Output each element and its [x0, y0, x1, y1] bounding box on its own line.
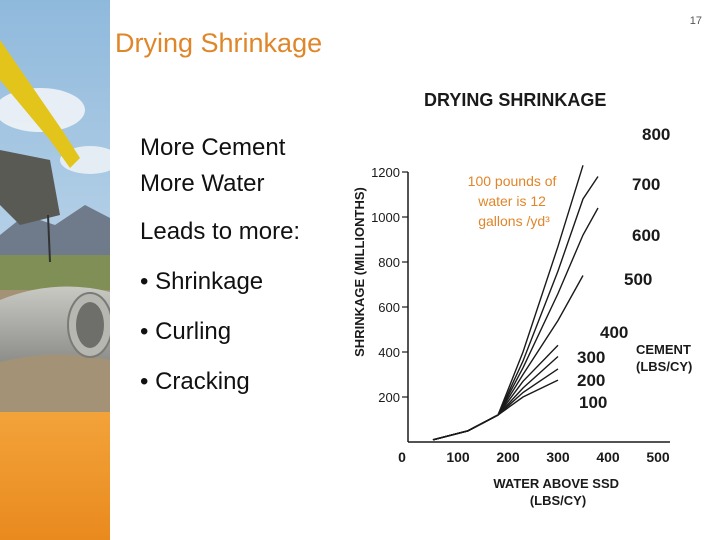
series-label-400: 400 — [600, 323, 628, 342]
bullet-cracking: • Cracking — [140, 368, 250, 395]
x-tick-label-300: 300 — [546, 449, 570, 465]
series-label-800: 800 — [642, 125, 670, 144]
line-leads-to-more: Leads to more: — [140, 218, 301, 245]
excavator-pipe-photo — [0, 0, 110, 412]
slide-title: Drying Shrinkage — [115, 28, 323, 58]
series-line-600 — [432, 207, 599, 441]
annotation-line-1: 100 pounds of — [468, 173, 557, 189]
legend-title-line-1: CEMENT — [636, 342, 691, 357]
x-tick-label-100: 100 — [446, 449, 470, 465]
series-label-300: 300 — [577, 348, 605, 367]
x-tick-label-0: 0 — [398, 449, 406, 465]
legend-title-line-2: (LBS/CY) — [636, 359, 692, 374]
series-label-200: 200 — [577, 371, 605, 390]
y-tick-label-600: 600 — [378, 300, 400, 315]
annotation-text: 100 pounds of water is 12 gallons /yd³ — [468, 173, 561, 229]
series-label-700: 700 — [632, 175, 660, 194]
series-line-100 — [432, 379, 559, 441]
series-line-300 — [432, 355, 559, 441]
y-axis-label: SHRINKAGE (MILLIONTHS) — [352, 187, 367, 357]
orange-accent-band — [0, 412, 110, 540]
x-tick-label-500: 500 — [646, 449, 670, 465]
bullet-shrinkage: • Shrinkage — [140, 268, 264, 295]
drying-shrinkage-chart: DRYING SHRINKAGE SHRINKAGE (MILLIONTHS) … — [352, 90, 695, 508]
y-tick-label-1000: 1000 — [371, 210, 400, 225]
x-axis-label-line-1: WATER ABOVE SSD — [493, 476, 619, 491]
slide-number: 17 — [689, 15, 702, 27]
line-more-water: More Water — [140, 170, 265, 197]
series-label-600: 600 — [632, 226, 660, 245]
line-more-cement: More Cement — [140, 134, 286, 161]
x-axis-label: WATER ABOVE SSD (LBS/CY) — [493, 476, 622, 508]
series-line-400 — [432, 344, 559, 441]
y-tick-label-400: 400 — [378, 345, 400, 360]
bullet-curling: • Curling — [140, 318, 232, 345]
chart-title: DRYING SHRINKAGE — [424, 90, 606, 110]
y-tick-label-800: 800 — [378, 255, 400, 270]
y-tick-label-200: 200 — [378, 390, 400, 405]
x-axis-label-line-2: (LBS/CY) — [530, 493, 586, 508]
annotation-line-3: gallons /yd³ — [478, 213, 550, 229]
series-label-100: 100 — [579, 393, 607, 412]
series-line-200 — [432, 368, 559, 441]
series-line-800 — [432, 165, 584, 441]
series-label-500: 500 — [624, 270, 652, 289]
legend-title: CEMENT (LBS/CY) — [636, 342, 695, 374]
x-tick-label-400: 400 — [596, 449, 620, 465]
series-line-500 — [432, 275, 584, 441]
annotation-line-2: water is 12 — [477, 193, 546, 209]
x-tick-label-200: 200 — [496, 449, 520, 465]
y-tick-label-1200: 1200 — [371, 165, 400, 180]
